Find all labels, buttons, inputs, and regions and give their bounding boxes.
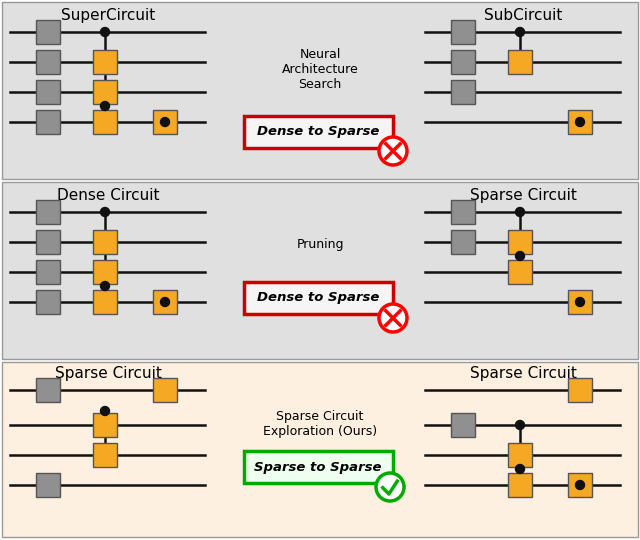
FancyBboxPatch shape	[36, 260, 60, 284]
FancyBboxPatch shape	[568, 110, 592, 134]
FancyBboxPatch shape	[36, 473, 60, 497]
Circle shape	[515, 464, 525, 474]
Circle shape	[100, 207, 109, 217]
FancyBboxPatch shape	[36, 200, 60, 224]
Text: Neural
Architecture
Search: Neural Architecture Search	[282, 48, 358, 91]
Circle shape	[100, 102, 109, 111]
FancyBboxPatch shape	[451, 50, 475, 74]
FancyBboxPatch shape	[93, 230, 117, 254]
FancyBboxPatch shape	[451, 20, 475, 44]
Circle shape	[515, 207, 525, 217]
FancyBboxPatch shape	[451, 80, 475, 104]
FancyBboxPatch shape	[36, 290, 60, 314]
Text: Sparse to Sparse: Sparse to Sparse	[254, 461, 381, 474]
Circle shape	[575, 481, 584, 489]
FancyBboxPatch shape	[153, 110, 177, 134]
FancyBboxPatch shape	[508, 50, 532, 74]
FancyBboxPatch shape	[568, 290, 592, 314]
FancyBboxPatch shape	[93, 260, 117, 284]
FancyBboxPatch shape	[451, 200, 475, 224]
FancyBboxPatch shape	[243, 451, 392, 483]
FancyBboxPatch shape	[93, 290, 117, 314]
FancyBboxPatch shape	[2, 362, 638, 537]
FancyBboxPatch shape	[508, 443, 532, 467]
FancyBboxPatch shape	[36, 110, 60, 134]
Circle shape	[575, 118, 584, 126]
Text: Sparse Circuit
Exploration (Ours): Sparse Circuit Exploration (Ours)	[263, 410, 377, 438]
FancyBboxPatch shape	[2, 2, 638, 179]
Circle shape	[100, 28, 109, 37]
FancyBboxPatch shape	[568, 378, 592, 402]
FancyBboxPatch shape	[93, 80, 117, 104]
Text: Sparse Circuit: Sparse Circuit	[470, 366, 577, 381]
FancyBboxPatch shape	[508, 230, 532, 254]
FancyBboxPatch shape	[2, 182, 638, 359]
FancyBboxPatch shape	[243, 282, 392, 314]
FancyBboxPatch shape	[243, 116, 392, 148]
FancyBboxPatch shape	[508, 473, 532, 497]
FancyBboxPatch shape	[93, 443, 117, 467]
FancyBboxPatch shape	[36, 80, 60, 104]
Circle shape	[161, 118, 170, 126]
Circle shape	[515, 252, 525, 260]
FancyBboxPatch shape	[36, 378, 60, 402]
FancyBboxPatch shape	[36, 230, 60, 254]
Circle shape	[515, 28, 525, 37]
FancyBboxPatch shape	[153, 378, 177, 402]
Text: Sparse Circuit: Sparse Circuit	[470, 188, 577, 203]
Text: Sparse Circuit: Sparse Circuit	[54, 366, 161, 381]
FancyBboxPatch shape	[153, 290, 177, 314]
Circle shape	[100, 407, 109, 415]
FancyBboxPatch shape	[93, 50, 117, 74]
Text: SuperCircuit: SuperCircuit	[61, 8, 155, 23]
Text: Dense Circuit: Dense Circuit	[57, 188, 159, 203]
Text: Pruning: Pruning	[296, 238, 344, 251]
Circle shape	[379, 304, 407, 332]
Circle shape	[515, 421, 525, 429]
Text: Dense to Sparse: Dense to Sparse	[257, 292, 379, 305]
FancyBboxPatch shape	[36, 20, 60, 44]
FancyBboxPatch shape	[93, 110, 117, 134]
FancyBboxPatch shape	[451, 413, 475, 437]
FancyBboxPatch shape	[93, 413, 117, 437]
Circle shape	[379, 137, 407, 165]
FancyBboxPatch shape	[508, 260, 532, 284]
Text: Dense to Sparse: Dense to Sparse	[257, 125, 379, 138]
Circle shape	[575, 298, 584, 307]
Circle shape	[376, 473, 404, 501]
Text: SubCircuit: SubCircuit	[484, 8, 562, 23]
FancyBboxPatch shape	[568, 473, 592, 497]
Circle shape	[100, 281, 109, 291]
Circle shape	[161, 298, 170, 307]
FancyBboxPatch shape	[451, 230, 475, 254]
FancyBboxPatch shape	[36, 50, 60, 74]
